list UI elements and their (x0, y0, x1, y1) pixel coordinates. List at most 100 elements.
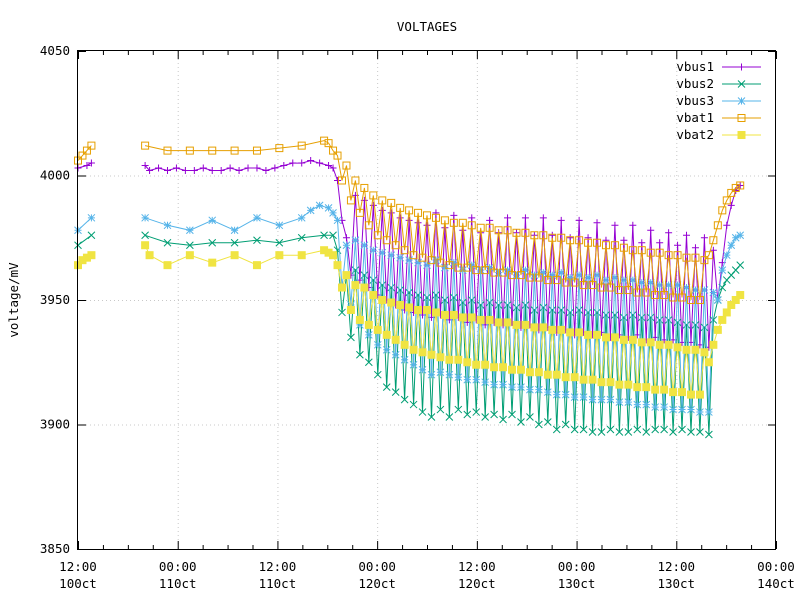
vbus2-point (615, 428, 624, 436)
vbat2-point (369, 291, 378, 300)
vbus2-point (472, 408, 481, 416)
vbat1-point (360, 183, 369, 192)
x-tick-date-label: 130ct (657, 576, 695, 591)
vbus3-point (561, 390, 570, 399)
vbus3-point (427, 370, 436, 379)
vbus3-point (499, 380, 507, 389)
vbus1-point (329, 164, 337, 172)
x-tick-date-label: 120ct (358, 576, 396, 591)
vbus3-point (637, 278, 646, 287)
vbat2-point (530, 323, 539, 332)
legend: vbus1 vbus2 vbus3 vbat1 vbat2 (676, 59, 761, 142)
vbat1-point (713, 221, 722, 230)
vbus2-point (400, 395, 409, 404)
vbus2-point (463, 410, 472, 419)
vbus3-point (306, 206, 315, 215)
vbus1-point (727, 201, 735, 209)
x-tick-time-label: 12:00 (59, 559, 97, 574)
vbus1-point (566, 234, 574, 242)
vbat2-point (355, 315, 364, 324)
vbus2-point (141, 231, 149, 240)
vbat1-point (655, 248, 664, 257)
vbus2-point (253, 236, 261, 245)
vbus3-point (628, 276, 637, 284)
vbat2-point (512, 320, 521, 329)
vbus1-point (459, 226, 467, 234)
legend-vbat1-point (737, 114, 746, 122)
vbus1-point (521, 214, 529, 222)
vbat1-point (463, 263, 472, 272)
x-tick-date-label: 130ct (558, 576, 596, 591)
vbus3-point (342, 241, 351, 250)
x-tick-date-label: 110ct (259, 576, 297, 591)
vbus3-point (396, 253, 405, 262)
vbat2-point (575, 328, 584, 337)
vbus1-point (405, 216, 413, 224)
vbat1-point (575, 236, 584, 245)
vbat2-point (619, 335, 628, 344)
vbus3-point (351, 236, 360, 245)
vbus2-point (369, 276, 378, 284)
vbat2-point (718, 315, 727, 324)
series-vbus2 (74, 231, 745, 439)
vbus2-point (208, 238, 217, 247)
tick-layer: 3850 3900 3950 4000 4050 12:00 100ct 00:00 110ct… (40, 43, 795, 591)
vbus3-point (378, 248, 387, 257)
vbat2-point (467, 313, 476, 322)
vbus3-point (87, 213, 96, 222)
vbus2-point (664, 316, 673, 324)
series-vbat2 (74, 241, 745, 399)
x-tick-date-label: 140ct (757, 576, 795, 591)
vbus2-point (655, 316, 664, 324)
x-tick-time-label: 00:00 (558, 559, 596, 574)
vbat1-point (704, 251, 713, 260)
vbus1-point (235, 167, 243, 175)
vbus2-point (517, 418, 525, 426)
vbat2-point (230, 251, 239, 260)
vbat2-point (593, 330, 602, 339)
vbus3-point (606, 395, 615, 404)
vbat2-point (736, 291, 745, 300)
vbus2-point (418, 408, 427, 416)
vbus2-point (360, 271, 369, 279)
vbus2-point (476, 301, 485, 309)
vbus3-point (490, 380, 498, 389)
vbus1-point (620, 236, 628, 244)
vbat2-point (601, 333, 610, 342)
vbus2-point (557, 306, 566, 314)
vbus1-point (602, 236, 610, 244)
vbus2-point (579, 425, 588, 434)
vbat1-point (619, 243, 628, 252)
vbat1-point (606, 283, 615, 292)
vbus3-point (275, 221, 284, 230)
vbus2-point (503, 301, 512, 309)
vbus3-point (731, 233, 740, 242)
vbus2-point (481, 413, 490, 421)
vbus1-point (217, 167, 225, 175)
vbat2-point (337, 283, 346, 292)
vbus1-point (199, 164, 207, 172)
vbat1-point (400, 246, 409, 255)
vbus3-point (700, 286, 709, 294)
vbus2-point (539, 303, 548, 312)
vbus1-point (414, 219, 422, 227)
vbus3-point (521, 266, 530, 274)
vbus1-point (450, 211, 458, 219)
vbus3-point (642, 400, 651, 409)
vbat2-point (431, 308, 440, 317)
vbus1-point (723, 221, 731, 229)
vbus2-point (628, 311, 637, 319)
vbus1-point (316, 159, 324, 167)
vbat1-point (539, 231, 548, 240)
vbus3-point (579, 393, 588, 401)
vbat1-point (722, 196, 731, 205)
vbus1-point (423, 221, 431, 229)
legend-label: vbus1 (676, 59, 714, 74)
vbus3-point (678, 405, 686, 414)
vbus2-point (687, 428, 695, 436)
vbat2-point (252, 261, 261, 270)
vbus1-point (557, 216, 565, 224)
vbus2-point (454, 405, 463, 414)
vbus2-point (543, 418, 552, 426)
vbus1-point (155, 164, 163, 172)
